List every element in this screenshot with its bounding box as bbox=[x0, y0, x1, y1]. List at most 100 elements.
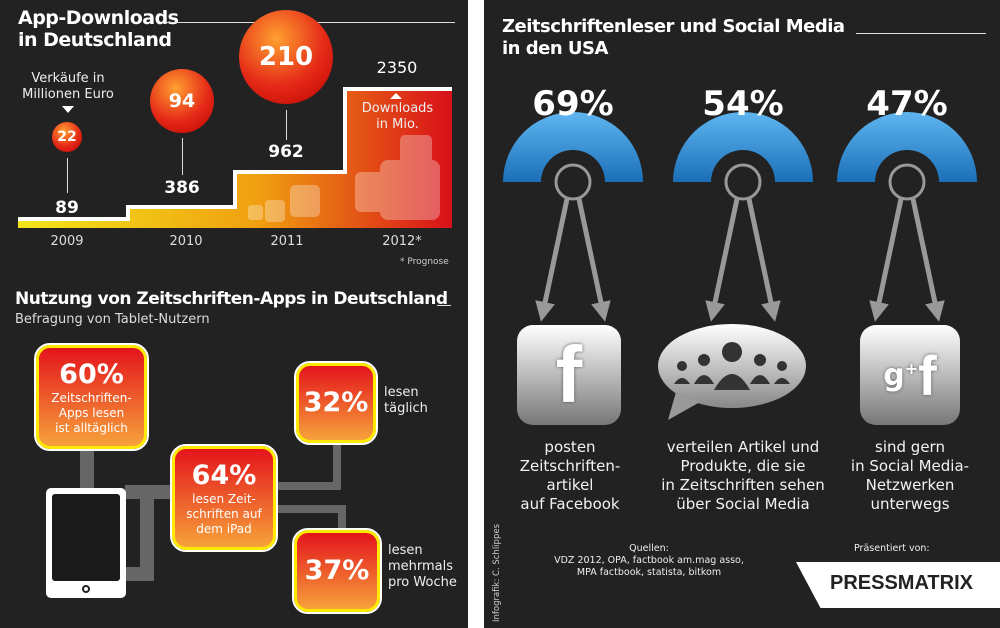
credit: Infografik: C. Schlippes bbox=[492, 524, 502, 622]
footnote: * Prognose bbox=[400, 257, 449, 267]
sources-line: VDZ 2012, OPA, factbook am.mag asso, bbox=[554, 555, 744, 566]
year-label: 2010 bbox=[169, 234, 203, 249]
label-line: mehrmals bbox=[388, 559, 454, 574]
arrow bbox=[746, 198, 781, 322]
label-line: täglich bbox=[384, 401, 428, 416]
label-line: in Mio. bbox=[376, 117, 419, 132]
label-line: lesen bbox=[388, 543, 423, 558]
stat-desc-47: sind gern in Social Media- Netzwerken unter… bbox=[815, 438, 1000, 514]
hub-circle bbox=[888, 163, 926, 201]
stat-label-37: lesen mehrmals pro Woche bbox=[388, 543, 457, 591]
stat-text: Zeitschriften- bbox=[51, 390, 132, 405]
sales-bubble-2011: 210 bbox=[239, 10, 333, 104]
connector-line bbox=[182, 138, 183, 175]
title-line: Zeitschriftenleser und Social Media bbox=[502, 16, 845, 37]
stat-value: 37% bbox=[304, 555, 370, 586]
desc-line: über Social Media bbox=[676, 495, 810, 513]
connector bbox=[125, 567, 154, 581]
label-line: Verkäufe in bbox=[31, 71, 105, 86]
stat-text: ist alltäglich bbox=[55, 420, 128, 435]
stat-text: lesen Zeit- bbox=[192, 491, 256, 506]
desc-line: in Zeitschriften sehen bbox=[661, 476, 825, 494]
stat-text: Apps lesen bbox=[58, 405, 125, 420]
desc-line: Netzwerken bbox=[865, 476, 955, 494]
stat-box-64: 64% lesen Zeit- schriften auf dem iPad bbox=[170, 444, 278, 552]
label-line: Downloads bbox=[361, 101, 434, 116]
percentage-arc bbox=[837, 112, 977, 182]
downloads-title: App-Downloads in Deutschland bbox=[18, 7, 179, 51]
connector bbox=[338, 505, 346, 529]
desc-line: artikel bbox=[546, 476, 594, 494]
app-downloads-panel: App-Downloads in Deutschland Verkäufe in… bbox=[0, 0, 468, 628]
stat-value: 60% bbox=[59, 358, 124, 390]
year-label: 2009 bbox=[50, 234, 84, 249]
sources: Quellen: VDZ 2012, OPA, factbook am.mag … bbox=[524, 543, 774, 579]
usage-subtitle: Befragung von Tablet-Nutzern bbox=[15, 312, 210, 327]
connector-line bbox=[286, 110, 287, 140]
connector bbox=[278, 482, 340, 490]
stat-desc-54: verteilen Artikel und Produkte, die sie in… bbox=[643, 438, 843, 514]
title-rule bbox=[856, 33, 986, 34]
connector bbox=[333, 444, 341, 490]
facebook-icon: f bbox=[517, 325, 621, 425]
stat-desc-69: posten Zeitschriften-artikel auf Facebook bbox=[475, 438, 665, 514]
desc-line: auf Facebook bbox=[520, 495, 620, 513]
desc-line: Zeitschriften- bbox=[519, 457, 621, 475]
stat-box-60: 60% Zeitschriften- Apps lesen ist alltäg… bbox=[34, 343, 149, 451]
step-area bbox=[18, 89, 452, 228]
label-line: pro Woche bbox=[388, 575, 457, 590]
connector bbox=[154, 485, 174, 499]
downloads-2010: 386 bbox=[164, 178, 200, 198]
hub-circle bbox=[554, 163, 592, 201]
percentage-arc bbox=[503, 112, 643, 182]
stat-text: dem iPad bbox=[196, 521, 252, 536]
arrow bbox=[869, 198, 904, 322]
label-line: lesen bbox=[384, 385, 419, 400]
title-rule bbox=[437, 305, 451, 306]
stat-label-32: lesen täglich bbox=[384, 385, 428, 417]
tablet-icon bbox=[46, 488, 126, 598]
stat-value-69: 69% bbox=[532, 84, 614, 124]
stat-box-32: 32% bbox=[294, 361, 378, 445]
arrow bbox=[535, 198, 570, 322]
social-title: Zeitschriftenleser und Social Media in d… bbox=[502, 16, 845, 60]
decorative-squares bbox=[248, 135, 440, 222]
sales-label: Verkäufe in Millionen Euro bbox=[18, 71, 118, 103]
title-line: in den USA bbox=[502, 38, 608, 59]
hub-circle bbox=[724, 163, 762, 201]
arrow bbox=[910, 198, 945, 322]
label-line: Millionen Euro bbox=[22, 87, 114, 102]
desc-line: Produkte, die sie bbox=[680, 457, 806, 475]
up-triangle-icon bbox=[390, 93, 402, 99]
stat-box-37: 37% bbox=[292, 528, 382, 614]
usage-title: Nutzung von Zeitschriften-Apps in Deutsc… bbox=[15, 289, 448, 309]
stat-value-54: 54% bbox=[702, 84, 784, 124]
stat-text: schriften auf bbox=[186, 506, 262, 521]
sales-bubble-2009: 22 bbox=[52, 122, 82, 152]
step-line bbox=[18, 87, 452, 221]
downloads-step-chart bbox=[18, 87, 452, 228]
desc-line: unterwegs bbox=[870, 495, 950, 513]
people-speech-bubble-icon bbox=[658, 324, 806, 420]
desc-line: in Social Media- bbox=[850, 457, 970, 475]
down-triangle-icon bbox=[62, 106, 74, 113]
title-line: in Deutschland bbox=[18, 29, 172, 51]
google-plus-twitter-facebook-icon: g+ f bbox=[860, 325, 960, 425]
year-label: 2012* bbox=[382, 234, 422, 249]
arrow bbox=[576, 198, 611, 322]
arrow bbox=[705, 198, 740, 322]
connector bbox=[278, 505, 346, 513]
percentage-arc bbox=[673, 112, 813, 182]
connector bbox=[80, 450, 94, 488]
downloads-2012: 2350 bbox=[376, 58, 418, 77]
downloads-2011: 962 bbox=[268, 142, 304, 162]
sales-bubble-2010: 94 bbox=[150, 69, 214, 133]
desc-line: verteilen Artikel und bbox=[666, 438, 820, 456]
presented-by: Präsentiert von: bbox=[854, 543, 930, 554]
downloads-label: Downloads in Mio. bbox=[350, 101, 445, 133]
social-media-panel: Zeitschriftenleser und Social Media in d… bbox=[484, 0, 1000, 628]
stat-value-47: 47% bbox=[866, 84, 948, 124]
sources-line: MPA factbook, statista, bitkom bbox=[576, 567, 722, 578]
title-line: App-Downloads bbox=[18, 7, 179, 29]
year-label: 2011 bbox=[270, 234, 304, 249]
